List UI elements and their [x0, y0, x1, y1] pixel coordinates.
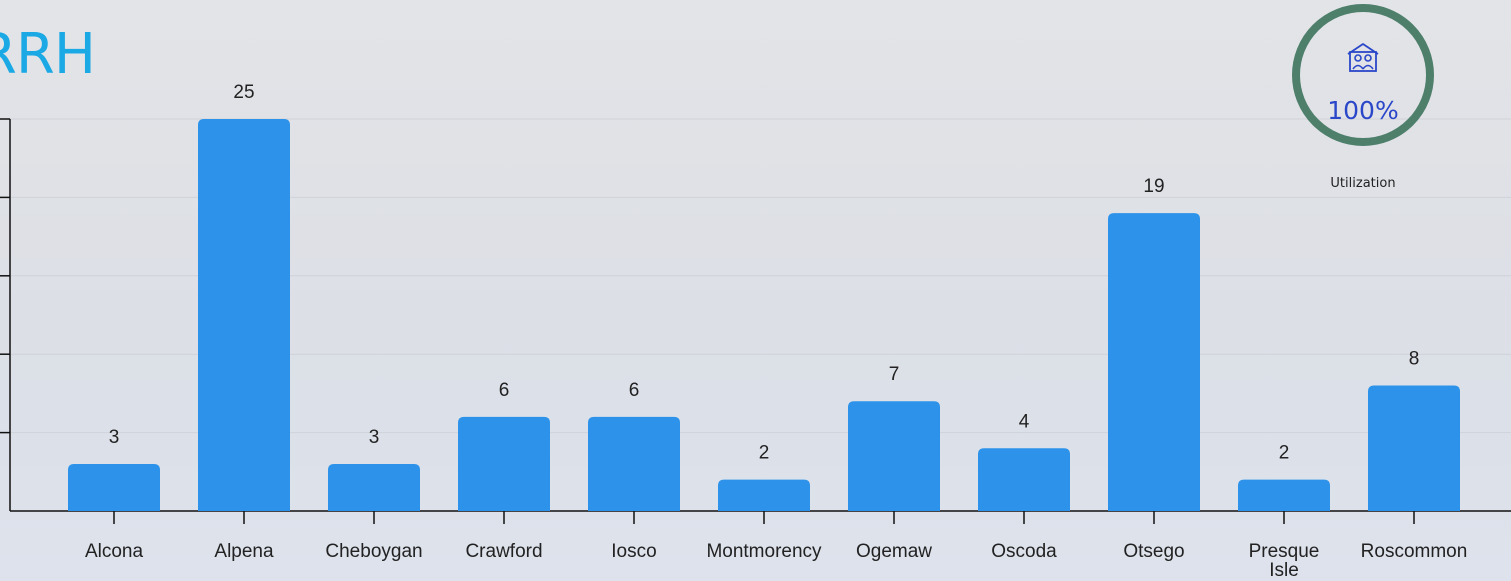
- x-tick-label: Montmorency: [706, 541, 822, 562]
- bar-presque-isle[interactable]: [1238, 479, 1330, 511]
- x-tick-label: Otsego: [1123, 541, 1184, 562]
- bar-crawford[interactable]: [458, 416, 550, 511]
- x-tick-label: Iosco: [611, 541, 656, 562]
- bar-roscommon[interactable]: [1368, 385, 1460, 511]
- data-label: 3: [369, 427, 380, 448]
- data-label: 19: [1143, 176, 1164, 197]
- bar-montmorency[interactable]: [718, 479, 810, 511]
- house-people-icon: [1347, 43, 1379, 72]
- bar-cheboygan[interactable]: [328, 463, 420, 511]
- data-label: 3: [109, 427, 120, 448]
- utilization-value: 100%: [1327, 96, 1399, 125]
- data-label: 4: [1019, 411, 1030, 432]
- x-tick-label: Roscommon: [1361, 541, 1468, 562]
- data-label: 2: [759, 443, 770, 464]
- bar-iosco[interactable]: [588, 416, 680, 511]
- bars: [68, 119, 1460, 511]
- x-tick-label: Ogemaw: [856, 541, 932, 562]
- data-label: 2: [1279, 443, 1290, 464]
- chart-title: RRH: [0, 22, 96, 87]
- bar-alpena[interactable]: [198, 119, 290, 511]
- x-tick-label: Alpena: [214, 541, 274, 562]
- bar-alcona[interactable]: [68, 463, 160, 511]
- x-tick-labels: Alcona Alpena Cheboygan Crawford Iosco Montmo…: [85, 541, 1467, 581]
- x-tick-label: Presque: [1249, 541, 1320, 562]
- bar-otsego[interactable]: [1108, 213, 1200, 511]
- data-labels: 3 25 3 6 6 2 7 4 19 2 8: [109, 82, 1420, 464]
- x-tick-label: Oscoda: [991, 541, 1057, 562]
- utilization-ring: [1292, 4, 1434, 146]
- data-label: 6: [499, 380, 510, 401]
- bar-oscoda[interactable]: [978, 448, 1070, 511]
- x-tick-label: Cheboygan: [325, 541, 422, 562]
- data-label: 8: [1409, 349, 1420, 370]
- x-tick-label: Crawford: [465, 541, 542, 562]
- data-label: 7: [889, 364, 900, 385]
- utilization-widget: 100% Utilization: [1292, 4, 1434, 194]
- data-label: 6: [629, 380, 640, 401]
- data-label: 25: [233, 82, 254, 103]
- x-tick-label: Alcona: [85, 541, 144, 562]
- utilization-label: Utilization: [1330, 176, 1396, 191]
- bar-ogemaw[interactable]: [848, 401, 940, 511]
- x-tick-label: Isle: [1269, 560, 1299, 581]
